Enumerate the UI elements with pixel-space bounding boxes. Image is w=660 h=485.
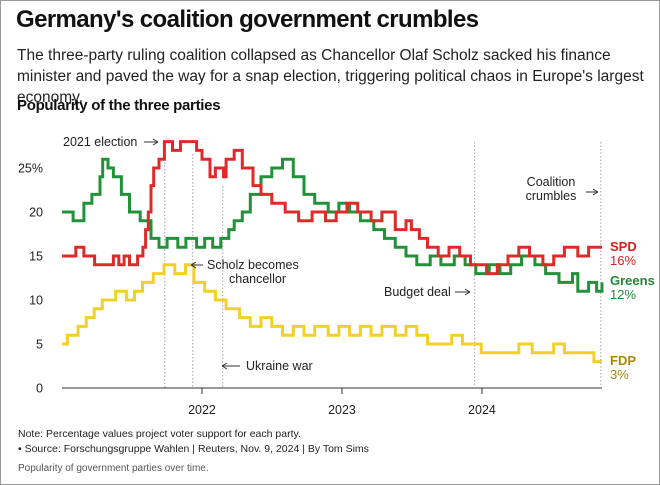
x-tick-label: 2024	[468, 403, 496, 417]
annotation-coalition-line1: Coalition	[527, 175, 576, 189]
series-end-value-fdp: 3%	[610, 367, 629, 382]
y-tick-label: 15	[29, 250, 43, 264]
y-tick-label: 25%	[18, 162, 43, 176]
source-text: • Source: Forschungsgruppe Wahlen | Reut…	[18, 443, 369, 455]
note-text: Note: Percentage values project voter su…	[18, 428, 301, 440]
series-end-value-greens: 12%	[610, 287, 636, 302]
annotation-chancellor-arrow-head	[190, 261, 197, 269]
series-label-spd: SPD	[610, 239, 637, 254]
annotation-budget-arrow-head	[464, 288, 471, 296]
y-tick-label: 5	[36, 338, 43, 352]
annotation-chancellor-line1: Scholz becomes	[207, 258, 299, 272]
x-tick-label: 2022	[188, 403, 216, 417]
chart-title: Popularity of the three parties	[17, 97, 221, 114]
annotation-chancellor-line2: chancellor	[229, 272, 286, 286]
annotation-election: 2021 election	[63, 135, 137, 149]
x-tick-label: 2023	[328, 403, 356, 417]
page-subtitle: The three-party ruling coalition collaps…	[17, 47, 644, 106]
annotation-coalition-arrow-head	[592, 188, 599, 196]
series-line-greens	[62, 157, 604, 293]
y-tick-label: 20	[29, 206, 43, 220]
series-end-value-spd: 16%	[610, 253, 636, 268]
series-label-fdp: FDP	[610, 353, 636, 368]
chart-notes: Note: Percentage values project voter su…	[18, 427, 369, 457]
page-title: Germany's coalition government crumbles	[16, 6, 479, 33]
series-line-fdp	[62, 263, 602, 364]
annotation-coalition-line2: crumbles	[526, 189, 577, 203]
y-tick-label: 10	[29, 294, 43, 308]
annotation-election-arrow-head	[152, 138, 159, 146]
annotation-budget: Budget deal	[384, 285, 451, 299]
series-label-greens: Greens	[610, 273, 655, 288]
annotation-ukraine: Ukraine war	[246, 359, 313, 373]
y-tick-label: 0	[36, 382, 43, 396]
annotation-ukraine-arrow-head	[221, 362, 228, 370]
series-line-spd	[62, 140, 602, 276]
figure-caption: Popularity of government parties over ti…	[18, 463, 209, 474]
